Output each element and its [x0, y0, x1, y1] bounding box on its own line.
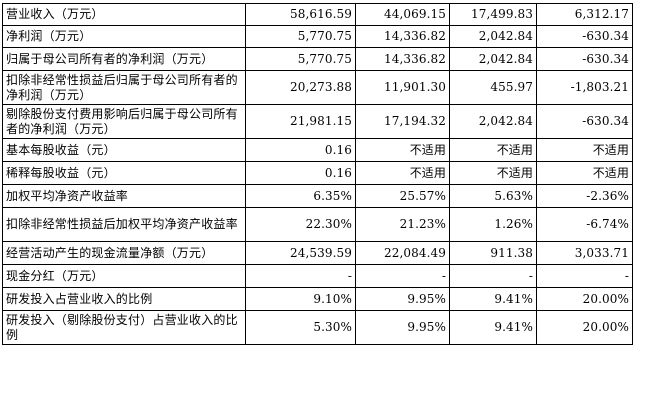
row-label: 营业收入（万元）	[2, 3, 246, 26]
table-cell: 911.38	[449, 241, 537, 265]
table-row: 归属于母公司所有者的净利润（万元） 5,770.75 14,336.82 2,0…	[2, 47, 633, 71]
table-cell: -2.36%	[536, 184, 633, 208]
table-cell: -1,803.21	[536, 70, 633, 105]
financial-indicators-table: 营业收入（万元） 58,616.59 44,069.15 17,499.83 6…	[2, 3, 633, 345]
table-cell: 25.57%	[355, 184, 450, 208]
row-label: 扣除非经常性损益后加权平均净资产收益率	[2, 207, 246, 242]
table-cell: -	[355, 264, 450, 288]
table-cell: 3,033.71	[536, 241, 633, 265]
table-row: 加权平均净资产收益率 6.35% 25.57% 5.63% -2.36%	[2, 184, 633, 208]
table-cell: 0.16	[245, 161, 356, 185]
table-cell: -630.34	[536, 47, 633, 71]
table-cell: -	[449, 264, 537, 288]
table-cell: 1.26%	[449, 207, 537, 242]
row-label: 扣除非经常性损益后归属于母公司所有者的净利润（万元）	[2, 70, 246, 105]
table-cell: -630.34	[536, 104, 633, 139]
row-label: 研发投入占营业收入的比例	[2, 287, 246, 311]
table-cell: 9.10%	[245, 287, 356, 311]
table-cell: 6,312.17	[536, 3, 633, 26]
table-cell: 20,273.88	[245, 70, 356, 105]
table-row: 营业收入（万元） 58,616.59 44,069.15 17,499.83 6…	[2, 3, 633, 26]
table-cell: 11,901.30	[355, 70, 450, 105]
table-cell: 22,084.49	[355, 241, 450, 265]
table-cell: 9.95%	[355, 310, 450, 345]
table-cell: -6.74%	[536, 207, 633, 242]
table-row: 基本每股收益（元） 0.16 不适用 不适用 不适用	[2, 138, 633, 162]
table-row: 稀释每股收益（元） 0.16 不适用 不适用 不适用	[2, 161, 633, 185]
table-cell: -	[245, 264, 356, 288]
table-cell: 9.95%	[355, 287, 450, 311]
table-cell: -	[536, 264, 633, 288]
table-cell: 20.00%	[536, 310, 633, 345]
table-cell: 不适用	[449, 138, 537, 162]
table-row: 研发投入（剔除股份支付）占营业收入的比例 5.30% 9.95% 9.41% 2…	[2, 310, 633, 345]
table-cell: -630.34	[536, 25, 633, 48]
table-row: 净利润（万元） 5,770.75 14,336.82 2,042.84 -630…	[2, 25, 633, 48]
row-label: 基本每股收益（元）	[2, 138, 246, 162]
row-label: 净利润（万元）	[2, 25, 246, 48]
table-row: 扣除非经常性损益后加权平均净资产收益率 22.30% 21.23% 1.26% …	[2, 207, 633, 242]
table-cell: 14,336.82	[355, 25, 450, 48]
table-cell: 455.97	[449, 70, 537, 105]
table-cell: 2,042.84	[449, 104, 537, 139]
table-row: 剔除股份支付费用影响后归属于母公司所有者的净利润（万元） 21,981.15 1…	[2, 104, 633, 139]
table-cell: 不适用	[536, 138, 633, 162]
table-cell: 21.23%	[355, 207, 450, 242]
table-row: 现金分红（万元） - - - -	[2, 264, 633, 288]
table-cell: 22.30%	[245, 207, 356, 242]
table-cell: 5.63%	[449, 184, 537, 208]
table-row: 研发投入占营业收入的比例 9.10% 9.95% 9.41% 20.00%	[2, 287, 633, 311]
row-label: 现金分红（万元）	[2, 264, 246, 288]
table-cell: 不适用	[355, 161, 450, 185]
table-cell: 44,069.15	[355, 3, 450, 26]
table-cell: 21,981.15	[245, 104, 356, 139]
table-cell: 0.16	[245, 138, 356, 162]
table-cell: 2,042.84	[449, 47, 537, 71]
row-label: 稀释每股收益（元）	[2, 161, 246, 185]
table-cell: 5,770.75	[245, 25, 356, 48]
table-cell: 20.00%	[536, 287, 633, 311]
table-cell: 17,499.83	[449, 3, 537, 26]
table-cell: 5.30%	[245, 310, 356, 345]
row-label: 加权平均净资产收益率	[2, 184, 246, 208]
table-cell: 24,539.59	[245, 241, 356, 265]
table-cell: 58,616.59	[245, 3, 356, 26]
table-cell: 6.35%	[245, 184, 356, 208]
table-cell: 不适用	[355, 138, 450, 162]
row-label: 剔除股份支付费用影响后归属于母公司所有者的净利润（万元）	[2, 104, 246, 139]
table-cell: 5,770.75	[245, 47, 356, 71]
table-cell: 2,042.84	[449, 25, 537, 48]
table-cell: 不适用	[449, 161, 537, 185]
table-cell: 9.41%	[449, 287, 537, 311]
table-cell: 不适用	[536, 161, 633, 185]
table-row: 扣除非经常性损益后归属于母公司所有者的净利润（万元） 20,273.88 11,…	[2, 70, 633, 105]
table-cell: 17,194.32	[355, 104, 450, 139]
table-row: 经营活动产生的现金流量净额（万元） 24,539.59 22,084.49 91…	[2, 241, 633, 265]
row-label: 研发投入（剔除股份支付）占营业收入的比例	[2, 310, 246, 345]
table-cell: 14,336.82	[355, 47, 450, 71]
row-label: 归属于母公司所有者的净利润（万元）	[2, 47, 246, 71]
row-label: 经营活动产生的现金流量净额（万元）	[2, 241, 246, 265]
table-cell: 9.41%	[449, 310, 537, 345]
